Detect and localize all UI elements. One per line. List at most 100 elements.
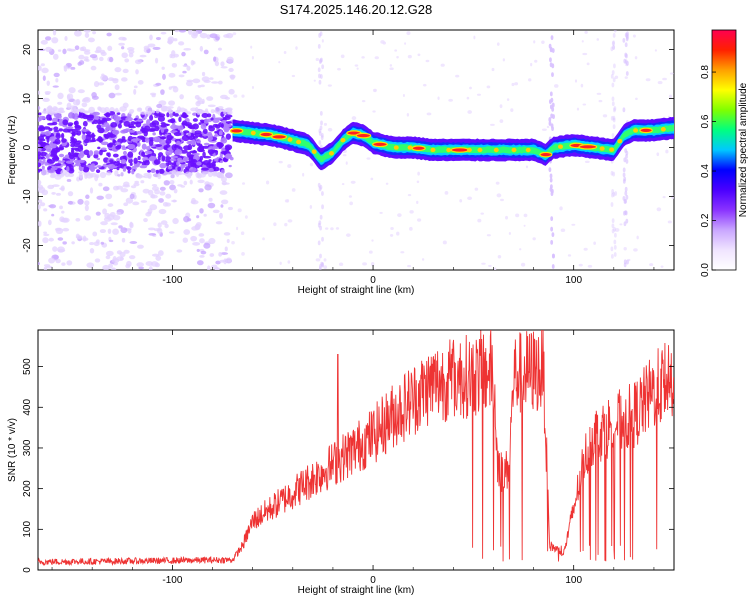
spectrogram-peak <box>287 137 293 142</box>
spectrogram-peak <box>558 144 564 149</box>
spectrogram-noise-dot <box>38 147 42 152</box>
spectrogram-noise-dot <box>279 261 282 266</box>
spectrogram-noise-dot <box>587 264 593 268</box>
spectrogram-noise-dot <box>116 112 121 115</box>
spectrogram-noise-dot <box>197 173 202 179</box>
spectrogram-noise-dot <box>38 199 43 204</box>
spectrogram-noise-dot <box>81 102 88 108</box>
spectrogram-noise-dot <box>187 132 191 137</box>
spectrogram-noise-dot <box>73 113 79 117</box>
spectrogram-noise-dot <box>203 118 209 124</box>
spectrogram-noise-dot <box>51 117 58 123</box>
spectrogram-noise-dot <box>55 78 59 83</box>
spectrogram-noise-dot <box>93 152 100 155</box>
spectrogram-noise-dot <box>192 123 199 130</box>
spectrogram-noise-dot <box>58 153 65 158</box>
spectrogram-noise-dot <box>225 172 233 179</box>
spectrogram-noise-dot <box>175 140 181 147</box>
spectrogram-noise-dot <box>94 258 101 263</box>
spectrogram-noise-dot <box>123 120 131 127</box>
spectrogram-noise-dot <box>48 204 57 209</box>
spectrogram-noise-dot <box>158 198 164 203</box>
spectrogram-noise-dot <box>284 222 288 227</box>
spectrogram-peak <box>411 145 426 152</box>
spectrogram-noise-dot <box>50 173 57 178</box>
spectrogram-noise-dot <box>43 233 50 237</box>
spectrogram-streak-dot <box>623 221 627 227</box>
spectrogram-noise-dot <box>84 204 89 212</box>
spectrogram-noise-dot <box>177 157 183 161</box>
spectrogram-noise-dot <box>114 92 122 96</box>
spectrogram-noise-dot <box>582 103 587 106</box>
spectrogram-noise-dot <box>207 104 216 108</box>
spectrogram-noise-dot <box>55 147 61 153</box>
spectrogram-noise-dot <box>112 228 119 235</box>
spectrogram-streak-dot <box>320 120 323 126</box>
spectrogram-streak-dot <box>611 254 614 259</box>
spectrogram-streak-dot <box>549 46 553 52</box>
spectrogram-noise-dot <box>113 114 117 121</box>
spectrogram-noise-dot <box>38 220 42 227</box>
spectrogram-noise-dot <box>128 52 134 58</box>
spectrogram-noise-dot <box>66 166 70 172</box>
spectrogram-streak-dot <box>318 79 322 85</box>
spectrogram-noise-dot <box>84 200 90 206</box>
spectrogram-noise-dot <box>207 265 211 270</box>
spectrogram-y-tick-label: -20 <box>22 238 33 253</box>
spectrogram-noise-dot <box>42 75 46 81</box>
spectrogram-noise-dot <box>62 119 69 126</box>
spectrogram-peak <box>660 127 666 132</box>
spectrogram-noise-dot <box>150 261 159 267</box>
spectrogram-noise-dot <box>203 242 211 249</box>
spectrogram-streak-dot <box>612 33 616 38</box>
spectrogram-noise-dot <box>231 241 235 245</box>
spectrogram-noise-dot <box>67 191 74 197</box>
spectrogram-noise-dot <box>57 110 66 114</box>
spectrogram-noise-dot <box>52 143 57 149</box>
spectrogram-noise-dot <box>166 134 173 141</box>
spectrogram-noise-dot <box>125 116 133 122</box>
spectrogram-y-tick-label: 0 <box>22 144 33 150</box>
spectrogram-noise-dot <box>491 67 495 72</box>
spectrogram-noise-dot <box>155 143 162 147</box>
spectrogram-noise-dot <box>104 106 110 112</box>
spectrogram-noise-dot <box>82 49 91 52</box>
spectrogram-noise-dot <box>417 218 422 222</box>
spectrogram-noise-dot <box>203 142 210 146</box>
spectrogram-noise-dot <box>137 141 141 147</box>
spectrogram-noise-dot <box>115 141 121 146</box>
spectrogram-noise-dot <box>203 49 209 55</box>
snr-y-tick-label: 500 <box>22 358 33 375</box>
spectrogram-streak-dot <box>318 33 322 38</box>
spectrogram-noise-dot <box>227 206 233 211</box>
spectrogram-noise-dot <box>669 72 674 75</box>
spectrogram-noise-dot <box>656 207 662 212</box>
spectrogram-streak-dot <box>612 117 616 123</box>
spectrogram-noise-dot <box>161 155 166 162</box>
spectrogram-noise-dot <box>42 158 46 164</box>
spectrogram-noise-dot <box>78 172 83 179</box>
spectrogram-noise-dot <box>400 251 405 254</box>
colorbar-ticks: 0.0 0.2 0.4 0.6 0.8 <box>700 65 716 277</box>
spectrogram-noise-dot <box>530 62 533 67</box>
spectrogram-noise-dot <box>152 136 161 143</box>
spectrogram-noise-dot <box>499 119 504 124</box>
spectrogram-noise-dot <box>151 93 156 98</box>
spectrogram-noise-dot <box>236 226 239 231</box>
spectrogram-noise-dot <box>45 114 52 121</box>
spectrogram-noise-dot <box>197 179 205 184</box>
spectrogram-streak-dot <box>610 202 614 207</box>
spectrogram-noise-dot <box>497 255 502 259</box>
spectrogram-noise-dot <box>175 171 180 178</box>
spectrogram-noise-dot <box>59 187 65 191</box>
spectrogram-noise-dot <box>500 198 504 202</box>
spectrogram-streak-dot <box>625 36 629 42</box>
spectrogram-noise-dot <box>159 162 167 169</box>
spectrogram-noise-dot <box>208 167 214 173</box>
spectrogram-noise-dot <box>163 145 168 150</box>
spectrogram-noise-dot <box>164 223 169 229</box>
spectrogram-noise-dot <box>87 37 95 43</box>
spectrogram-noise-dot <box>62 241 67 245</box>
spectrogram-noise-dot <box>421 258 425 261</box>
spectrogram-noise-dot <box>52 85 59 88</box>
